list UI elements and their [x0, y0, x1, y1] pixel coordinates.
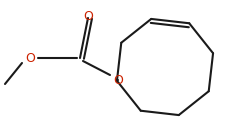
Text: O: O — [112, 74, 122, 87]
Text: O: O — [25, 51, 35, 64]
Text: O: O — [83, 10, 93, 23]
